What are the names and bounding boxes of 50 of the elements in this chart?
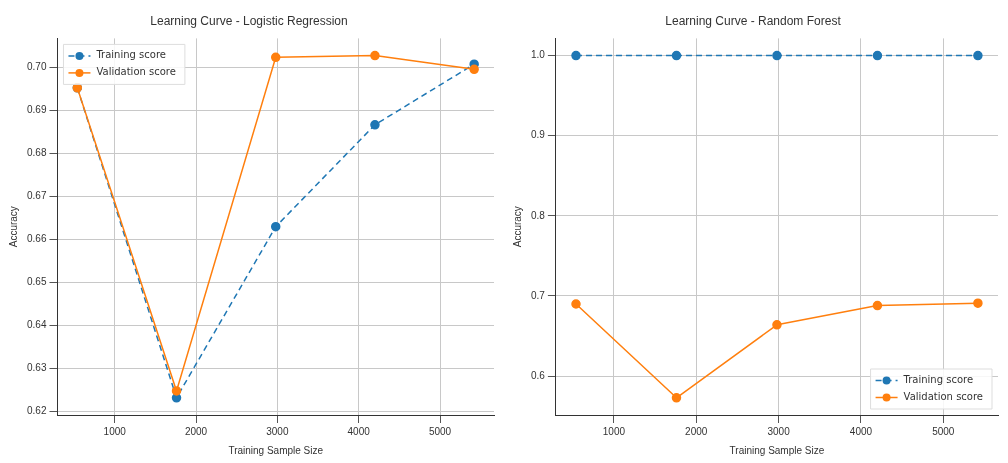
point xyxy=(571,50,581,61)
x-tick-label: 5000 xyxy=(932,425,955,437)
x-axis-title: Training Sample Size xyxy=(228,444,324,456)
legend-label: Validation score xyxy=(903,391,984,403)
x-tick-label: 5000 xyxy=(428,425,452,437)
point xyxy=(571,299,581,309)
chart-title: Learning Curve - Random Forest xyxy=(665,13,842,28)
point xyxy=(772,320,782,330)
x-tick-label: 4000 xyxy=(849,425,873,437)
point xyxy=(973,50,983,61)
y-tick-label: 0.64 xyxy=(26,319,47,331)
point xyxy=(872,300,883,311)
y-tick-label: 0.67 xyxy=(26,190,47,202)
y-tick-label: 0.9 xyxy=(531,129,546,141)
point xyxy=(370,120,380,130)
y-tick-label: 0.8 xyxy=(531,209,546,221)
y-axis-title: Accuracy xyxy=(7,206,19,248)
y-tick-label: 0.6 xyxy=(531,369,546,381)
y-tick-label: 0.69 xyxy=(26,104,47,116)
point xyxy=(671,393,682,403)
point xyxy=(872,50,883,61)
chart-title: Learning Curve - Logistic Regression xyxy=(150,13,348,28)
x-axis-title: Training Sample Size xyxy=(729,444,825,456)
point xyxy=(370,50,380,61)
point xyxy=(469,64,479,75)
point xyxy=(772,50,782,61)
x-tick-label: 1000 xyxy=(602,425,626,437)
point xyxy=(270,221,281,232)
y-tick-label: 0.62 xyxy=(26,405,47,417)
y-tick-label: 1.0 xyxy=(531,49,546,61)
y-tick-label: 0.7 xyxy=(531,289,546,301)
point xyxy=(671,50,682,61)
y-tick-label: 0.68 xyxy=(26,147,47,159)
legend-label: Validation score xyxy=(96,66,176,78)
y-tick-label: 0.70 xyxy=(26,61,47,73)
point xyxy=(270,52,281,63)
point xyxy=(171,386,182,396)
y-tick-label: 0.65 xyxy=(26,276,47,288)
x-tick-label: 3000 xyxy=(266,425,289,437)
x-tick-label: 1000 xyxy=(103,425,127,437)
legend-label: Training score xyxy=(95,49,166,61)
x-tick-label: 3000 xyxy=(767,425,791,437)
x-tick-label: 2000 xyxy=(184,425,208,437)
x-tick-label: 4000 xyxy=(347,425,371,437)
y-tick-label: 0.63 xyxy=(26,362,47,374)
y-axis-title: Accuracy xyxy=(511,206,523,248)
y-tick-label: 0.66 xyxy=(26,233,47,245)
x-tick-label: 2000 xyxy=(685,425,708,437)
point xyxy=(973,298,983,308)
legend-label: Training score xyxy=(902,374,974,386)
